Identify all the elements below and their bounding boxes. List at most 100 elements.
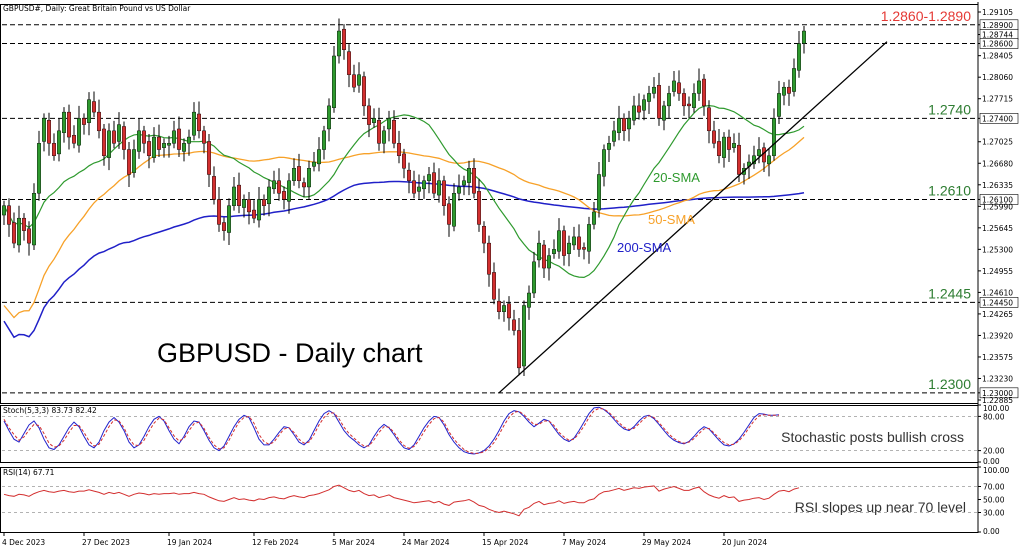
candle-bear <box>11 222 16 244</box>
candle-bear <box>657 85 662 119</box>
candle-bull <box>37 143 42 194</box>
y-tick-label: 1.25300 <box>982 245 1013 254</box>
y-tick-label: 1.28060 <box>982 73 1013 82</box>
stoch-y-tick-label: 100.00 <box>983 404 1009 413</box>
candle-bear <box>91 101 96 113</box>
candle-bear <box>517 330 522 369</box>
candle-bull <box>592 211 597 225</box>
y-tick-label: 1.24450 <box>982 298 1013 307</box>
candle-bear <box>487 242 492 275</box>
candle-bear <box>637 105 642 113</box>
candle-bull <box>452 193 457 227</box>
candle-bull <box>552 249 557 254</box>
candle-bull <box>257 199 262 221</box>
stoch-header: Stoch(5,3,3) 83.73 82.42 <box>3 406 97 415</box>
candle-bear <box>442 180 447 206</box>
candle-bull <box>537 242 542 261</box>
candle-bear <box>101 128 106 156</box>
candle-bear <box>111 130 116 144</box>
candle-bull <box>186 136 191 144</box>
candle-bear <box>176 128 181 150</box>
candle-bear <box>447 203 452 225</box>
candle-bear <box>737 144 742 175</box>
candle-bull <box>772 118 777 156</box>
candle-bear <box>201 130 206 144</box>
candle-bull <box>312 161 317 167</box>
candle-bull <box>732 143 737 148</box>
candle-bull <box>382 130 387 144</box>
candle-bull <box>567 242 572 254</box>
level-label: 1.2860-1.2890 <box>881 8 972 24</box>
candle-bull <box>672 80 677 92</box>
rsi-main-line <box>3 484 800 517</box>
candle-bull <box>42 118 47 142</box>
candle-bull <box>642 99 647 111</box>
candle-bear <box>472 168 477 194</box>
candle-bull <box>86 99 91 123</box>
candle-bull <box>422 180 427 190</box>
candle-bear <box>27 228 32 244</box>
candle-bear <box>352 74 357 88</box>
candle-bear <box>282 191 287 200</box>
candle-bull <box>191 111 196 136</box>
candle-bear <box>477 191 482 225</box>
candle-bull <box>327 105 332 130</box>
candle-bull <box>662 105 667 121</box>
candle-bull <box>597 174 602 211</box>
candle-bull <box>697 80 702 94</box>
candle-bear <box>542 244 547 269</box>
y-tick-label: 1.26680 <box>982 159 1013 168</box>
candle-bull <box>792 68 797 92</box>
candle-bear <box>47 120 52 144</box>
x-tick-label: 4 Dec 2023 <box>2 538 45 547</box>
candle-bull <box>417 186 422 192</box>
main-pane-border <box>0 4 979 404</box>
candle-bear <box>196 113 201 132</box>
sma-200-label: 200-SMA <box>617 240 672 255</box>
candle-bear <box>302 182 307 188</box>
candle-bull <box>57 130 62 155</box>
level-label: 1.2445 <box>928 285 971 301</box>
x-tick-label: 5 Mar 2024 <box>332 538 375 547</box>
candle-bull <box>387 118 392 130</box>
candle-bear <box>141 130 146 144</box>
candle-bear <box>297 166 302 181</box>
y-tick-label: 1.24265 <box>982 310 1013 319</box>
y-tick-label: 1.23230 <box>982 374 1013 383</box>
stoch-y-tick-label: 80.00 <box>983 412 1005 421</box>
candle-bear <box>512 319 517 331</box>
candle-bear <box>677 82 682 94</box>
candle-bull <box>332 55 337 108</box>
rsi-y-tick-label: 50.00 <box>983 496 1005 505</box>
candle-bear <box>412 180 417 194</box>
y-tick-box <box>979 387 1019 399</box>
candle-bull <box>76 118 81 146</box>
candle-bear <box>712 130 717 144</box>
candle-bull <box>797 43 802 71</box>
candle-bull <box>427 174 432 181</box>
x-tick-label: 7 May 2024 <box>562 538 606 547</box>
trendline <box>498 41 888 394</box>
candle-bear <box>342 28 347 50</box>
candle-bull <box>692 93 697 108</box>
candle-bear <box>407 169 412 181</box>
candle-bear <box>727 136 732 150</box>
candle-bull <box>522 305 527 367</box>
candle-bull <box>457 186 462 194</box>
candle-bear <box>622 118 627 132</box>
candle-bear <box>216 199 221 225</box>
candle-bear <box>6 205 11 225</box>
candle-bull <box>272 180 277 190</box>
candle-bear <box>246 199 251 213</box>
candle-bear <box>717 141 722 156</box>
candle-bull <box>437 180 442 196</box>
candle-bear <box>81 118 86 125</box>
x-tick-label: 12 Feb 2024 <box>252 538 299 547</box>
candle-bear <box>497 300 502 312</box>
candle-bull <box>467 168 472 183</box>
candle-bull <box>462 180 467 186</box>
candle-bull <box>557 230 562 252</box>
candle-bull <box>767 155 772 165</box>
